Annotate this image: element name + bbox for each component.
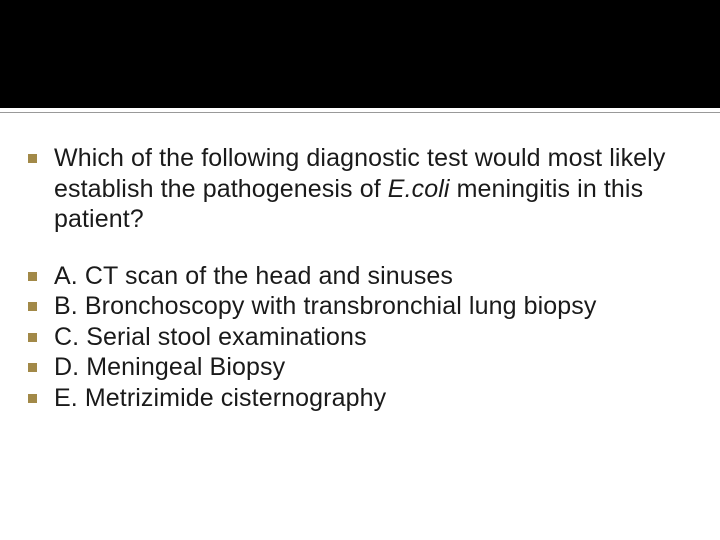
option-text: E. Metrizimide cisternography xyxy=(54,383,386,414)
option-e: E. Metrizimide cisternography xyxy=(54,383,666,414)
option-text: A. CT scan of the head and sinuses xyxy=(54,261,453,292)
square-bullet-icon xyxy=(28,363,37,372)
square-bullet-icon xyxy=(28,272,37,281)
square-bullet-icon xyxy=(28,333,37,342)
square-bullet-icon xyxy=(28,154,37,163)
option-text: B. Bronchoscopy with transbronchial lung… xyxy=(54,291,597,322)
option-text: C. Serial stool examinations xyxy=(54,322,367,353)
slide-body: Which of the following diagnostic test w… xyxy=(0,113,720,413)
square-bullet-icon xyxy=(28,302,37,311)
option-d: D. Meningeal Biopsy xyxy=(54,352,666,383)
square-bullet-icon xyxy=(28,394,37,403)
option-c: C. Serial stool examinations xyxy=(54,322,666,353)
option-a: A. CT scan of the head and sinuses xyxy=(54,261,666,292)
question-text: Which of the following diagnostic test w… xyxy=(54,143,666,235)
question-item: Which of the following diagnostic test w… xyxy=(54,143,666,235)
option-b: B. Bronchoscopy with transbronchial lung… xyxy=(54,291,666,322)
option-text: D. Meningeal Biopsy xyxy=(54,352,285,383)
title-band xyxy=(0,0,720,108)
question-italic: E.coli xyxy=(388,175,450,203)
